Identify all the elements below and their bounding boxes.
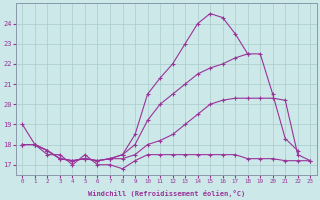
- X-axis label: Windchill (Refroidissement éolien,°C): Windchill (Refroidissement éolien,°C): [88, 190, 245, 197]
